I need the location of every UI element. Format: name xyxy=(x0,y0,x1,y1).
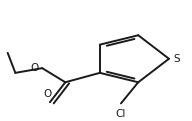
Text: O: O xyxy=(44,89,52,99)
Text: S: S xyxy=(174,54,180,64)
Text: Cl: Cl xyxy=(116,109,126,119)
Text: O: O xyxy=(30,63,38,73)
